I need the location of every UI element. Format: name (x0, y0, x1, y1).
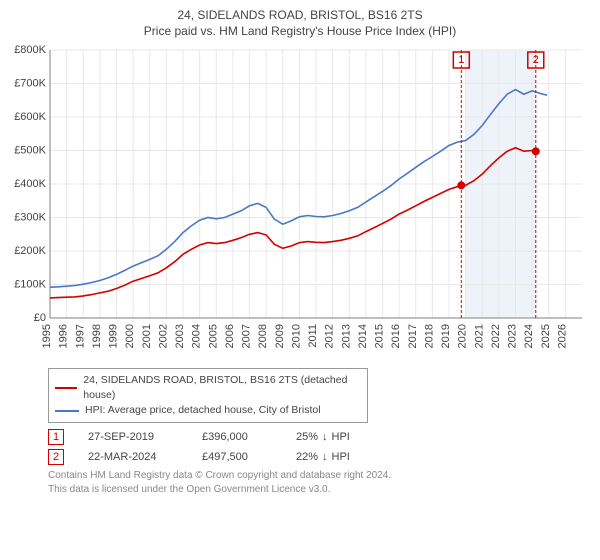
sale-diff-pct: 25% (296, 431, 318, 443)
sale-marker-num-1: 1 (458, 54, 464, 66)
svg-text:2022: 2022 (490, 324, 502, 348)
sale-marker: 2 (48, 449, 64, 465)
title-line-2: Price paid vs. HM Land Registry's House … (0, 24, 600, 38)
svg-text:2018: 2018 (423, 324, 435, 348)
svg-text:2012: 2012 (324, 324, 336, 348)
svg-text:2002: 2002 (157, 324, 169, 348)
sale-diff-pct: 22% (296, 451, 318, 463)
legend-item: HPI: Average price, detached house, City… (55, 403, 361, 418)
sale-price: £497,500 (202, 451, 272, 463)
svg-text:2021: 2021 (473, 324, 485, 348)
sale-row: 1 27-SEP-2019 £396,000 25% ↓ HPI (48, 429, 590, 445)
svg-text:£0: £0 (34, 312, 46, 324)
svg-text:2005: 2005 (207, 324, 219, 348)
svg-text:2025: 2025 (540, 324, 552, 348)
sale-marker: 1 (48, 429, 64, 445)
svg-text:£300K: £300K (14, 211, 46, 223)
svg-text:2016: 2016 (390, 324, 402, 348)
arrow-down-icon: ↓ (322, 431, 328, 443)
svg-text:£100K: £100K (14, 278, 46, 290)
sale-diff: 25% ↓ HPI (296, 431, 386, 443)
svg-text:2026: 2026 (556, 324, 568, 348)
sale-marker-dot-1 (457, 181, 465, 189)
footer-line-1: Contains HM Land Registry data © Crown c… (48, 469, 590, 483)
svg-text:2020: 2020 (457, 324, 469, 348)
sales-table: 1 27-SEP-2019 £396,000 25% ↓ HPI 2 22-MAR-2024 £… (48, 429, 590, 465)
arrow-down-icon: ↓ (322, 451, 328, 463)
svg-text:2007: 2007 (241, 324, 253, 348)
sale-row: 2 22-MAR-2024 £497,500 22% ↓ HPI (48, 449, 590, 465)
legend-item: 24, SIDELANDS ROAD, BRISTOL, BS16 2TS (d… (55, 373, 361, 403)
svg-text:£800K: £800K (14, 44, 46, 56)
svg-text:2015: 2015 (374, 324, 386, 348)
legend-swatch (55, 387, 77, 389)
svg-text:1998: 1998 (91, 324, 103, 348)
svg-text:1996: 1996 (58, 324, 70, 348)
footer-line-2: This data is licensed under the Open Gov… (48, 483, 590, 497)
svg-text:2013: 2013 (340, 324, 352, 348)
svg-text:£600K: £600K (14, 111, 46, 123)
legend: 24, SIDELANDS ROAD, BRISTOL, BS16 2TS (d… (48, 368, 368, 423)
svg-text:1997: 1997 (74, 324, 86, 348)
svg-text:2000: 2000 (124, 324, 136, 348)
price-chart: £0 £100K £200K £300K £400K £500K £600K £700K £80… (10, 44, 590, 364)
legend-label: HPI: Average price, detached house, City… (85, 403, 321, 418)
svg-text:2011: 2011 (307, 324, 319, 348)
sale-marker-dot-2 (532, 147, 540, 155)
svg-text:2008: 2008 (257, 324, 269, 348)
sale-diff: 22% ↓ HPI (296, 451, 386, 463)
svg-text:2006: 2006 (224, 324, 236, 348)
svg-text:1995: 1995 (41, 324, 53, 348)
svg-text:2024: 2024 (523, 324, 535, 348)
svg-text:£400K: £400K (14, 178, 46, 190)
svg-text:2003: 2003 (174, 324, 186, 348)
svg-text:1999: 1999 (108, 324, 120, 348)
svg-text:2009: 2009 (274, 324, 286, 348)
svg-text:2001: 2001 (141, 324, 153, 348)
sale-diff-suffix: HPI (332, 451, 350, 463)
svg-text:2017: 2017 (407, 324, 419, 348)
svg-text:2010: 2010 (290, 324, 302, 348)
title-line-1: 24, SIDELANDS ROAD, BRISTOL, BS16 2TS (0, 8, 600, 22)
sale-marker-num-2: 2 (533, 54, 539, 66)
svg-text:£200K: £200K (14, 245, 46, 257)
svg-text:2023: 2023 (507, 324, 519, 348)
svg-text:2019: 2019 (440, 324, 452, 348)
svg-text:£700K: £700K (14, 77, 46, 89)
legend-label: 24, SIDELANDS ROAD, BRISTOL, BS16 2TS (d… (83, 373, 361, 403)
svg-text:2014: 2014 (357, 324, 369, 348)
footer-attribution: Contains HM Land Registry data © Crown c… (48, 469, 590, 496)
sale-price: £396,000 (202, 431, 272, 443)
svg-text:£500K: £500K (14, 144, 46, 156)
legend-swatch (55, 410, 79, 412)
sale-diff-suffix: HPI (332, 431, 350, 443)
sale-date: 27-SEP-2019 (88, 431, 178, 443)
svg-text:2004: 2004 (191, 324, 203, 348)
sale-date: 22-MAR-2024 (88, 451, 178, 463)
